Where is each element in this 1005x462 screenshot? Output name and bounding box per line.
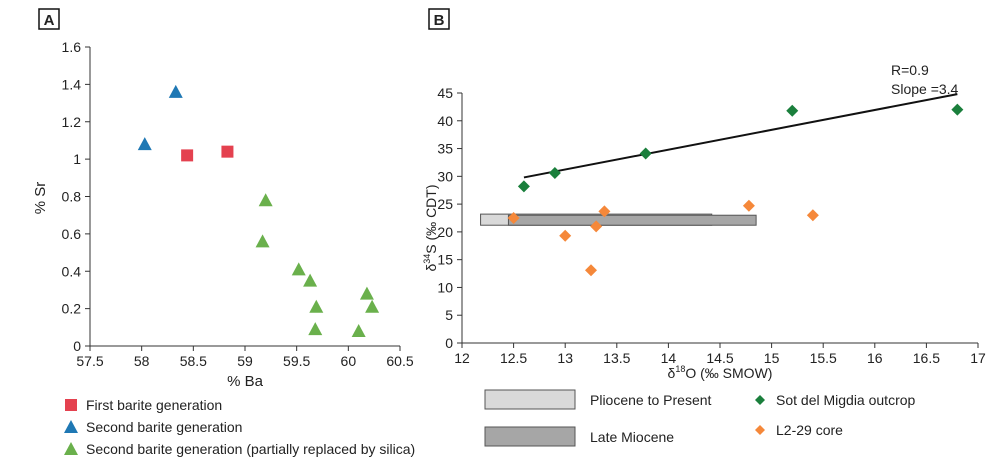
panel-b-label-box <box>428 8 450 30</box>
panel-a-legend-label-1: First barite generation <box>86 397 222 413</box>
panel-b-y-tick-label: 35 <box>437 141 453 157</box>
panel-a-label: A <box>44 12 55 29</box>
panel-b-y-tick-label: 20 <box>437 224 453 240</box>
panel-a-y-axis-label: % Sr <box>32 182 49 215</box>
panel-a-legend-marker-2 <box>64 420 78 433</box>
panel-a-legend-marker-3 <box>64 442 78 455</box>
panel-a-legend-marker-1 <box>65 399 77 411</box>
panel-a-point-2 <box>137 137 152 151</box>
panel-a-point-1 <box>221 145 234 158</box>
panel-b-band-2 <box>507 214 757 226</box>
panel-a-y-tick-label: 0.6 <box>62 226 82 242</box>
panel-b-legend-series-label-1: Sot del Migdia outcrop <box>776 392 916 408</box>
panel-b-legend-series-label-2: L2-29 core <box>776 422 843 438</box>
panel-a-point-3 <box>303 273 318 287</box>
panel-a-x-tick-label: 58.5 <box>180 353 207 369</box>
panel-a-x-tick-label: 60 <box>341 353 357 369</box>
panel-a: A 57.5 58 58.5 59 59.5 60 60.5 0 0.2 0.4 0.6 0.8 1 1.… <box>32 8 415 457</box>
panel-b-point-1 <box>517 180 530 193</box>
panel-b-point-2 <box>590 220 603 233</box>
panel-b-point-2 <box>559 229 572 242</box>
panel-b-marks <box>507 103 964 277</box>
panel-b-y-tick-label: 45 <box>437 85 453 101</box>
panel-b-x-axis-label: δ18O (‰ SMOW) <box>668 364 773 381</box>
panel-b-y-tick-label: 40 <box>437 113 453 129</box>
panel-b-axes: 12 12.5 13 13.5 14 14.5 15 15.5 16 16.5 17 0 5 10 15 20… <box>437 85 986 366</box>
panel-b-point-1 <box>786 104 799 117</box>
panel-b-x-tick-label: 15.5 <box>810 350 837 366</box>
panel-a-legend-label-2: Second barite generation <box>86 419 242 435</box>
panel-a-point-1 <box>181 149 194 162</box>
panel-b-point-2 <box>507 212 520 224</box>
panel-a-x-tick-label: 60.5 <box>386 353 413 369</box>
panel-b-legend: Pliocene to Present Late Miocene Sot del M… <box>484 389 916 447</box>
panel-a-x-tick-label: 59.5 <box>283 353 310 369</box>
panel-a-point-3 <box>308 322 323 336</box>
panel-b-point-2 <box>742 199 755 212</box>
panel-a-point-2 <box>168 84 183 98</box>
panel-a-y-tick-label: 0.4 <box>62 263 82 279</box>
panel-b-point-1 <box>548 167 561 179</box>
panel-b-point-1 <box>951 103 964 116</box>
panel-a-point-3 <box>365 299 380 313</box>
panel-a-y-tick-label: 1 <box>73 151 81 167</box>
panel-a-y-tick-label: 0.2 <box>62 301 82 317</box>
panel-b-legend-swatch-2 <box>484 426 576 447</box>
panel-b-regression-line <box>523 93 958 179</box>
panel-a-legend: First barite generation Second barite gen… <box>64 397 415 457</box>
panel-a-y-tick-label: 0 <box>73 338 81 354</box>
panel-b-point-2 <box>598 205 611 218</box>
panel-b-y-axis-label: δ34S (‰ CDT) <box>422 184 439 271</box>
panel-b-x-tick-label: 12.5 <box>500 350 527 366</box>
panel-a-x-axis-label: % Ba <box>227 373 264 390</box>
panel-b-annotation-r: R=0.9 <box>891 62 929 78</box>
panel-b-x-tick-label: 14 <box>661 350 677 366</box>
panel-b: B 12 12.5 13 13.5 14 14.5 15 15.5 16 16.5 17 0 5 10 15… <box>422 8 986 447</box>
panel-b-y-tick-label: 0 <box>445 335 453 351</box>
panel-b-x-tick-label: 16.5 <box>913 350 940 366</box>
panel-b-legend-marker-1 <box>755 395 765 405</box>
panel-b-legend-marker-2 <box>755 425 765 435</box>
panel-a-y-tick-label: 1.4 <box>62 76 82 92</box>
panel-b-x-tick-label: 13.5 <box>603 350 630 366</box>
panel-b-y-tick-label: 5 <box>445 307 453 323</box>
panel-b-bands <box>480 213 757 226</box>
panel-a-point-3 <box>309 299 324 313</box>
panel-b-x-tick-label: 12 <box>454 350 470 366</box>
panel-a-x-tick-label: 59 <box>237 353 253 369</box>
panel-b-legend-band-label-1: Pliocene to Present <box>590 392 712 408</box>
panel-a-legend-label-3: Second barite generation (partially repl… <box>86 441 415 457</box>
panel-a-x-tick-label: 58 <box>134 353 150 369</box>
panel-b-x-tick-label: 13 <box>557 350 573 366</box>
panel-b-x-tick-label: 17 <box>970 350 986 366</box>
panel-b-x-tick-label: 15 <box>764 350 780 366</box>
panel-b-y-tick-label: 25 <box>437 196 453 212</box>
panel-a-marks <box>137 84 380 338</box>
panel-b-point-2 <box>806 209 819 222</box>
panel-a-point-3 <box>351 324 366 338</box>
panel-b-annotation-slope: Slope =3.4 <box>891 81 959 97</box>
panel-b-trendline <box>523 93 958 179</box>
panel-a-axes: 57.5 58 58.5 59 59.5 60 60.5 0 0.2 0.4 0.6 0.8 1 1.2 1… <box>62 39 414 369</box>
panel-b-legend-band-label-2: Late Miocene <box>590 429 674 445</box>
panel-b-y-tick-label: 30 <box>437 168 453 184</box>
panel-b-point-2 <box>585 264 597 277</box>
panel-b-y-tick-label: 15 <box>437 252 453 268</box>
panel-a-y-tick-label: 0.8 <box>62 189 82 205</box>
panel-a-y-tick-label: 1.2 <box>62 114 82 130</box>
panel-a-label-box <box>38 8 60 30</box>
panel-b-x-tick-label: 16 <box>867 350 883 366</box>
panel-a-x-tick-label: 57.5 <box>76 353 103 369</box>
panel-a-y-tick-label: 1.6 <box>62 39 82 55</box>
panel-a-point-3 <box>255 234 270 248</box>
panel-a-point-3 <box>359 286 374 300</box>
panel-b-point-1 <box>639 147 652 160</box>
panel-b-x-tick-label: 14.5 <box>706 350 733 366</box>
panel-b-y-tick-label: 10 <box>437 279 453 295</box>
panel-b-label: B <box>434 12 445 29</box>
panel-a-point-3 <box>291 262 306 276</box>
panel-a-point-3 <box>258 193 273 207</box>
panel-b-legend-swatch-1 <box>484 389 576 410</box>
